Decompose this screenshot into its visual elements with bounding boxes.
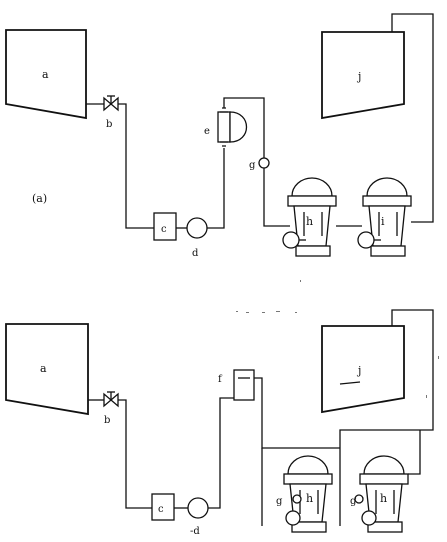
label-d-b: -d bbox=[190, 526, 200, 537]
label-j-b: j bbox=[356, 364, 361, 377]
pipe-gauge-to-unit-h bbox=[263, 168, 290, 227]
label-c: c bbox=[161, 224, 167, 235]
pump-d bbox=[186, 217, 208, 239]
label-e: e bbox=[204, 126, 210, 137]
label-h-right: h bbox=[380, 492, 387, 505]
pipe-pump-to-accumulator bbox=[207, 148, 225, 229]
return-branch-right bbox=[408, 430, 421, 475]
tank-j-level-mark bbox=[339, 381, 361, 385]
valve-b bbox=[103, 95, 119, 112]
label-h-left: h bbox=[306, 492, 313, 505]
pipe-valve-to-filter-b bbox=[118, 399, 152, 509]
label-h: h bbox=[306, 215, 313, 228]
dispenser-unit-i bbox=[357, 177, 412, 257]
filter-c bbox=[153, 212, 177, 241]
scan-specks bbox=[236, 280, 439, 398]
label-a-b: a bbox=[40, 362, 47, 375]
part-label-a: (a) bbox=[32, 192, 47, 205]
pipe-filter-to-manifold bbox=[254, 377, 340, 449]
dispenser-unit-h-right bbox=[354, 455, 409, 533]
accumulator-e bbox=[217, 107, 247, 147]
label-c-b: c bbox=[158, 504, 164, 515]
label-i: i bbox=[381, 215, 385, 228]
dispenser-unit-h-left bbox=[283, 455, 333, 533]
filter-f bbox=[233, 369, 255, 401]
tank-a bbox=[5, 29, 87, 120]
tank-j-b bbox=[321, 325, 405, 414]
return-pipe-to-tank-j-b bbox=[339, 309, 434, 448]
valve-b-b bbox=[103, 391, 119, 408]
diagram-b: a b c -d f bbox=[5, 309, 434, 537]
label-a: a bbox=[42, 68, 49, 81]
diagram-a: a b c d e g bbox=[5, 13, 434, 259]
label-b: b bbox=[106, 119, 112, 130]
label-g-left: g bbox=[276, 496, 283, 507]
dispenser-unit-h bbox=[282, 177, 337, 257]
pipe-accumulator-to-gauge bbox=[223, 97, 265, 158]
label-j: j bbox=[356, 70, 361, 83]
label-g: g bbox=[249, 160, 256, 171]
label-f: f bbox=[218, 374, 223, 385]
filter-c-b bbox=[151, 493, 175, 521]
pipe-valve-to-filter bbox=[118, 103, 154, 229]
gauge-g bbox=[258, 157, 270, 169]
tank-j bbox=[321, 31, 405, 120]
label-b-b: b bbox=[104, 415, 110, 426]
pump-d-b bbox=[187, 497, 209, 519]
return-pipe-to-tank-j bbox=[391, 13, 434, 223]
label-d: d bbox=[192, 248, 199, 259]
pipe-pump-to-filter-f bbox=[208, 397, 234, 509]
label-g-right: g bbox=[350, 496, 357, 507]
tank-a-b bbox=[5, 323, 89, 416]
